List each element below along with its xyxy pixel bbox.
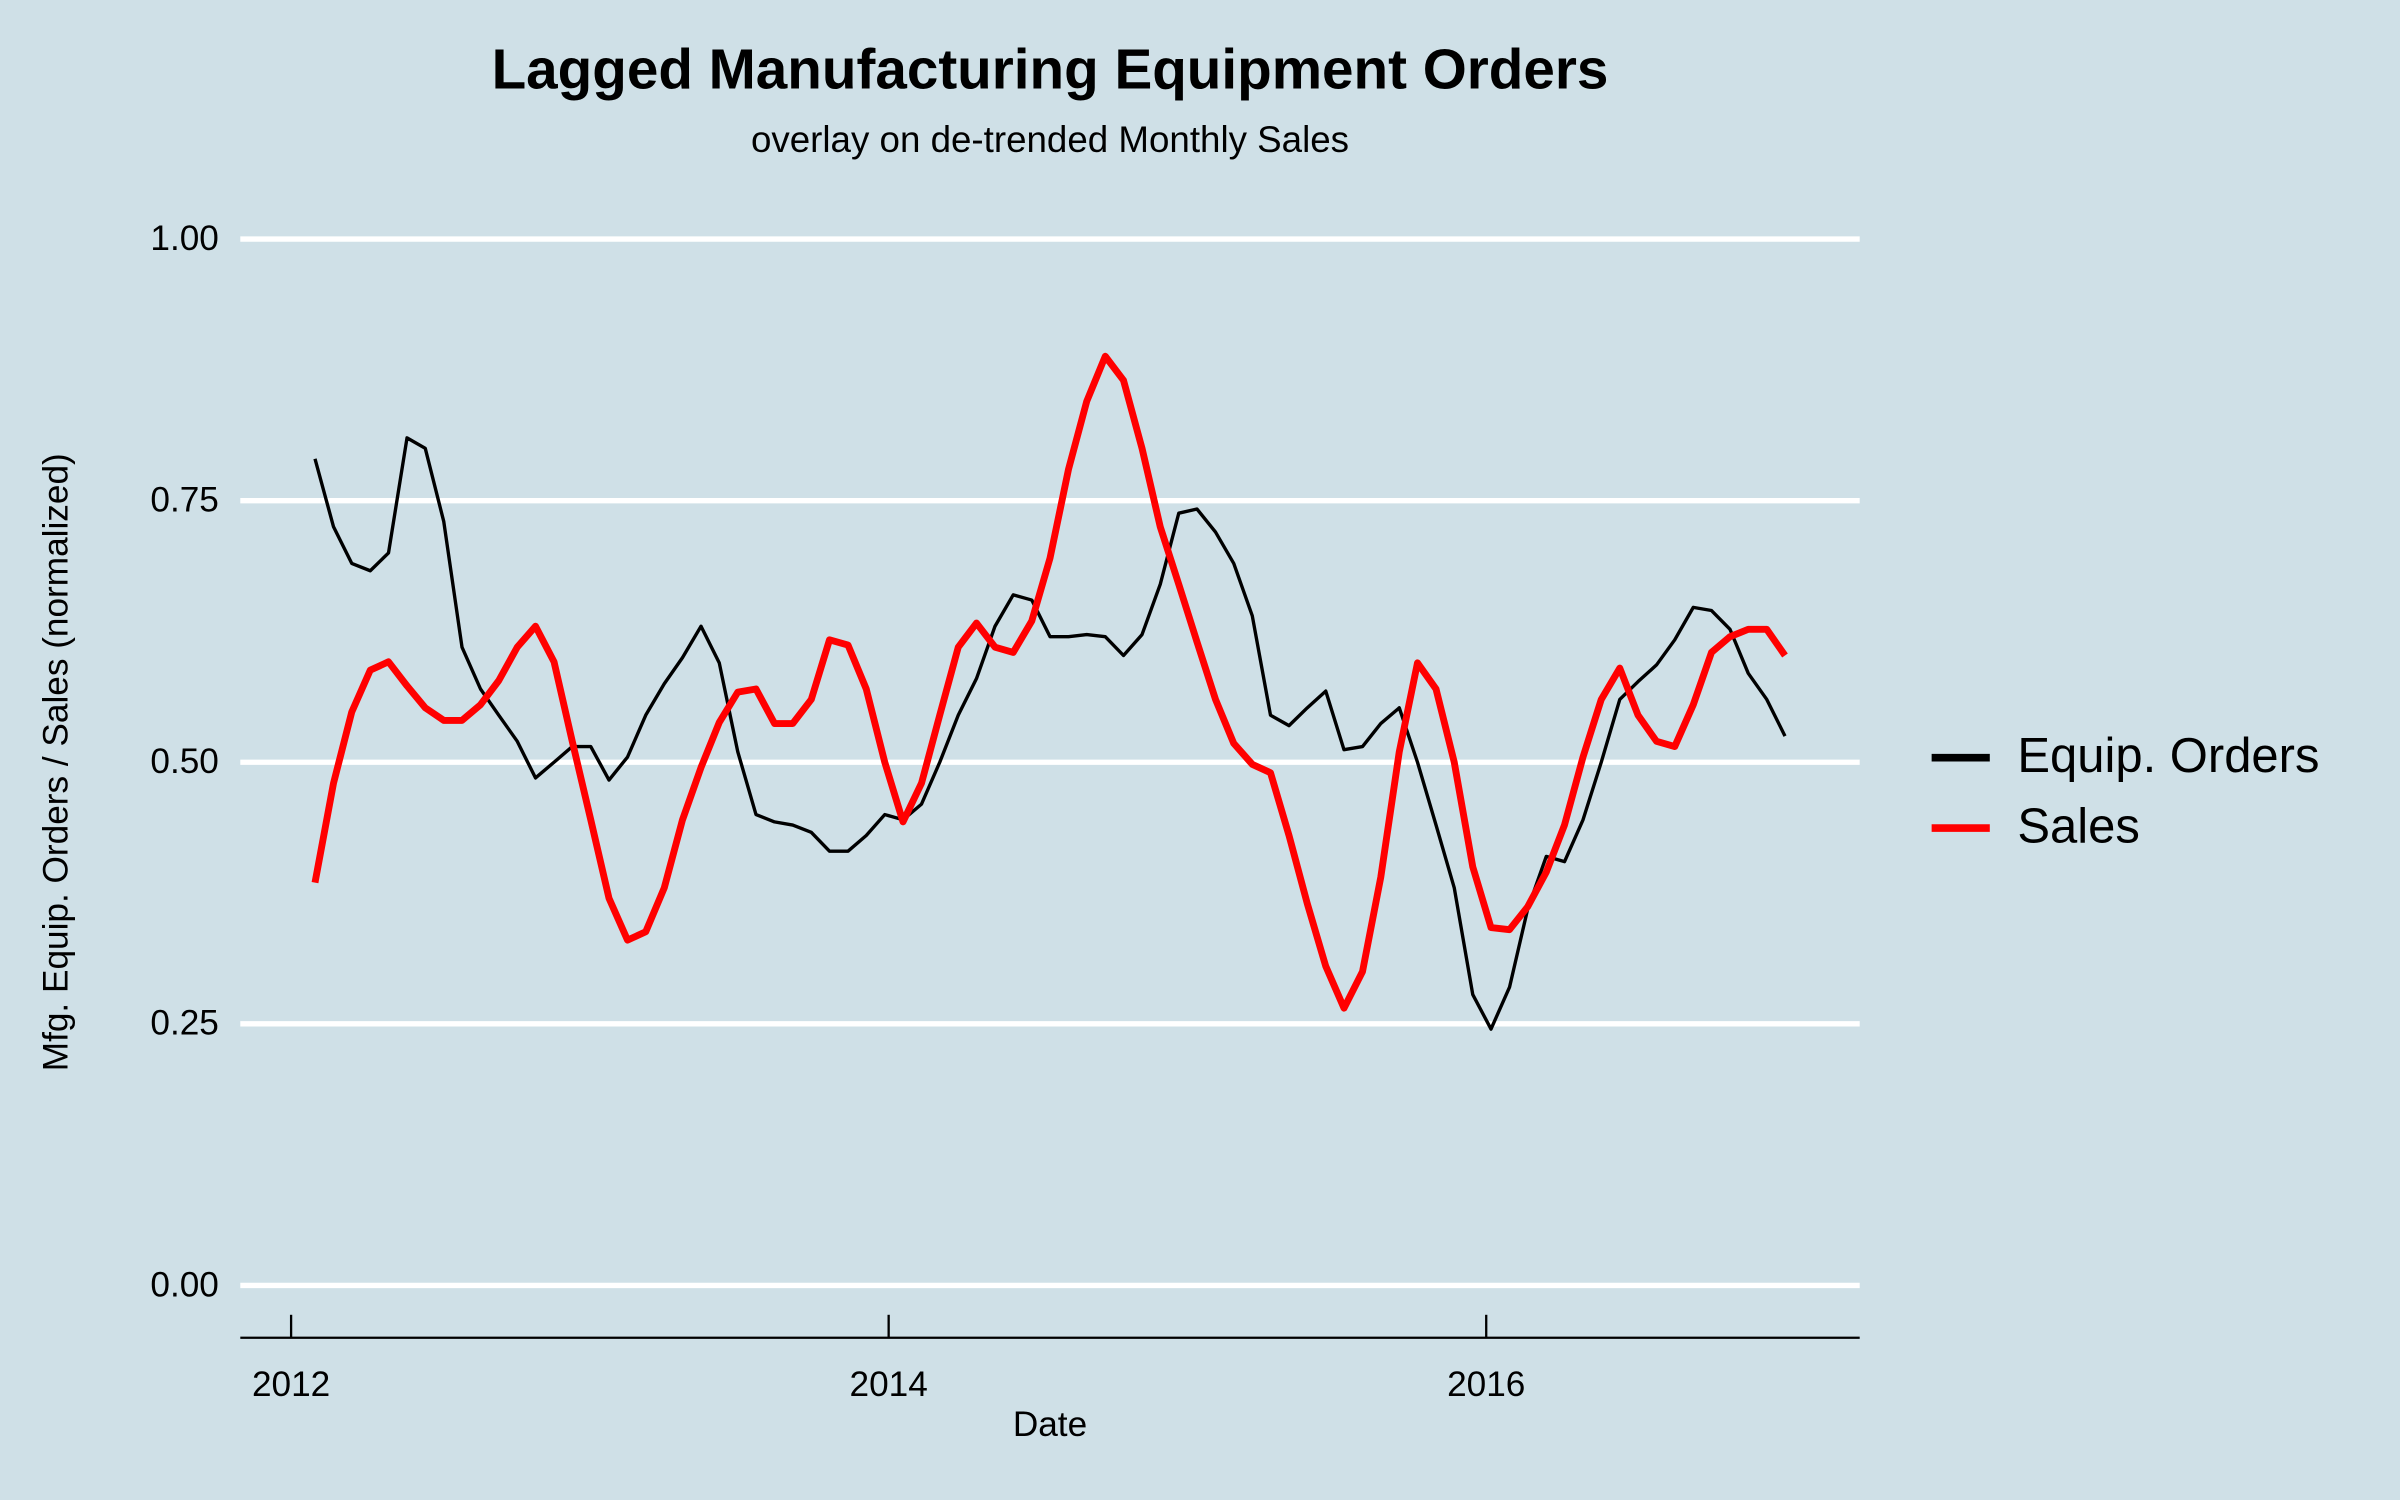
x-tick-label: 2014 bbox=[850, 1365, 928, 1404]
x-tick-label: 2012 bbox=[252, 1365, 330, 1404]
legend-label: Sales bbox=[2017, 800, 2140, 854]
y-tick-label: 0.75 bbox=[150, 480, 219, 519]
legend-label: Equip. Orders bbox=[2017, 729, 2319, 783]
y-tick-label: 0.50 bbox=[150, 742, 219, 781]
chart-title: Lagged Manufacturing Equipment Orders bbox=[492, 38, 1609, 101]
y-tick-label: 0.00 bbox=[150, 1265, 219, 1304]
y-tick-label: 0.25 bbox=[150, 1004, 219, 1043]
x-tick-label: 2016 bbox=[1447, 1365, 1525, 1404]
chart-subtitle: overlay on de-trended Monthly Sales bbox=[751, 119, 1349, 160]
y-axis-title: Mfg. Equip. Orders / Sales (normalized) bbox=[36, 453, 75, 1071]
x-axis-title: Date bbox=[1013, 1405, 1087, 1444]
y-tick-label: 1.00 bbox=[150, 219, 219, 258]
series-line bbox=[311, 352, 1788, 1012]
series-line bbox=[313, 436, 1787, 1031]
